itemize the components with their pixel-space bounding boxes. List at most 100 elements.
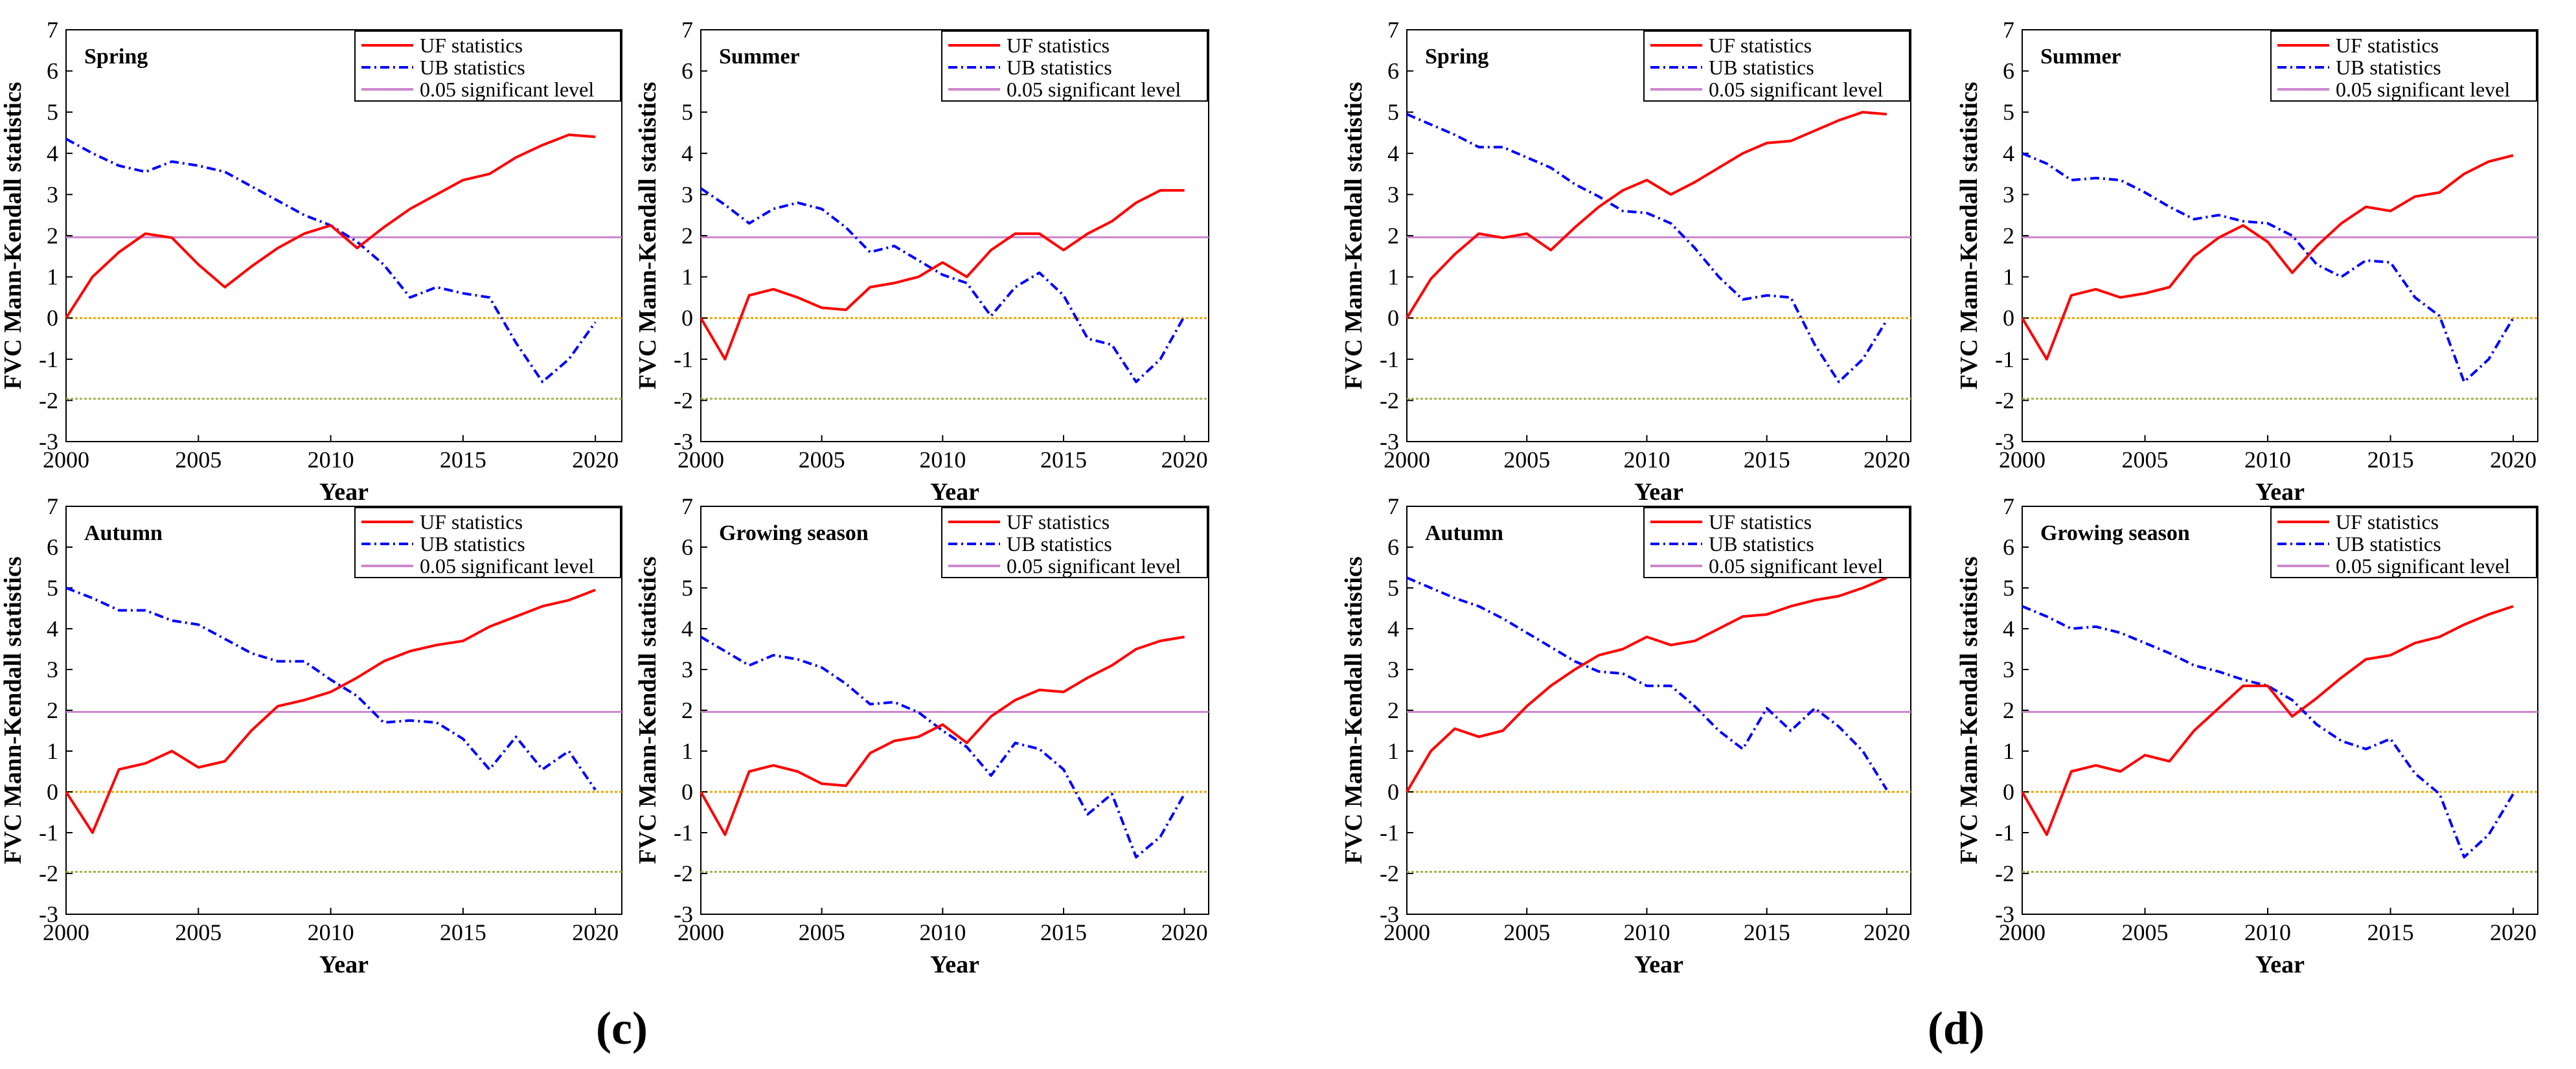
y-tick-label: -1	[39, 346, 58, 372]
x-axis-title: Year	[930, 951, 979, 978]
legend-sig-label: 0.05 significant level	[1007, 78, 1181, 101]
y-tick-label: 5	[47, 99, 58, 125]
group-label-d: (d)	[1928, 1002, 1985, 1054]
legend-sig-label: 0.05 significant level	[420, 554, 594, 578]
x-tick-label: 2000	[43, 919, 89, 945]
legend-sig-label: 0.05 significant level	[1007, 554, 1181, 578]
season-label: Spring	[84, 45, 148, 69]
y-tick-label: 2	[1387, 697, 1399, 723]
y-tick-label: 5	[2003, 99, 2014, 125]
y-tick-label: -1	[1995, 820, 2014, 846]
x-tick-label: 2015	[2367, 447, 2414, 473]
legend-sig-label: 0.05 significant level	[420, 78, 594, 101]
y-tick-label: 6	[2003, 58, 2014, 84]
y-tick-label: 2	[1387, 223, 1399, 249]
y-tick-label: 1	[681, 264, 693, 290]
x-tick-label: 2015	[1040, 447, 1087, 473]
y-tick-label: 4	[47, 141, 58, 166]
x-tick-label: 2010	[2244, 447, 2291, 473]
chart-panel-c-growing-season: -3 -2 -1 0 1 2 3 4 5 6 7 2000 2005 2010 2015 2020 Year FV…	[634, 493, 1209, 978]
season-label: Summer	[2040, 45, 2121, 69]
x-tick-label: 2010	[1623, 919, 1670, 945]
y-tick-label: 1	[1387, 738, 1399, 764]
legend-ub-label: UB statistics	[1007, 532, 1112, 556]
y-axis-title: FVC Mann-Kendall statistics	[634, 557, 661, 864]
season-label: Spring	[1425, 45, 1488, 69]
x-tick-label: 2020	[1161, 919, 1208, 945]
ub-statistics-line	[1406, 576, 1888, 791]
x-tick-label: 2005	[1503, 919, 1550, 945]
chart-panel-d-growing-season: -3 -2 -1 0 1 2 3 4 5 6 7 2000 2005 2010 2015 2020 Year FV…	[1955, 493, 2538, 978]
y-axis-title: FVC Mann-Kendall statistics	[1340, 557, 1367, 864]
y-tick-label: 2	[681, 223, 693, 249]
legend-ub-label: UB statistics	[1709, 56, 1814, 79]
y-tick-label: 1	[1387, 264, 1399, 290]
chart-panel-c-summer: -3 -2 -1 0 1 2 3 4 5 6 7 2000 2005 2010 2015 2020 Year FV…	[634, 17, 1209, 506]
y-axis-title: FVC Mann-Kendall statistics	[0, 557, 27, 864]
y-tick-label: -2	[1380, 861, 1399, 886]
legend-ub-label: UB statistics	[2336, 532, 2441, 556]
y-tick-label: 7	[2003, 17, 2014, 43]
y-tick-label: 7	[681, 17, 693, 43]
x-tick-label: 2000	[43, 447, 89, 473]
y-tick-label: 3	[681, 657, 693, 682]
y-tick-label: -3	[674, 901, 693, 927]
x-axis-title: Year	[930, 478, 979, 506]
y-tick-label: 6	[47, 58, 58, 84]
legend-uf-label: UF statistics	[2336, 34, 2439, 57]
x-tick-label: 2020	[2490, 919, 2536, 945]
ub-statistics-line	[65, 587, 597, 791]
x-tick-label: 2005	[2122, 447, 2169, 473]
y-tick-label: -2	[674, 387, 693, 413]
x-tick-label: 2020	[1161, 447, 1208, 473]
x-tick-label: 2020	[1864, 919, 1910, 945]
legend-ub-label: UB statistics	[2336, 56, 2441, 79]
y-axis-title: FVC Mann-Kendall statistics	[0, 82, 27, 390]
y-tick-label: -3	[674, 429, 693, 455]
legend-uf-label: UF statistics	[1709, 34, 1812, 57]
x-axis-title: Year	[1634, 478, 1683, 506]
y-axis-title: FVC Mann-Kendall statistics	[1955, 557, 1983, 864]
uf-statistics-line	[2021, 154, 2514, 361]
y-tick-label: 3	[681, 181, 693, 207]
chart-panel-c-spring: -3 -2 -1 0 1 2 3 4 5 6 7 2000 2005 2010 2015 2020 Year FV…	[0, 17, 622, 506]
legend-sig-label: 0.05 significant level	[1709, 78, 1883, 101]
x-tick-label: 2000	[1999, 919, 2046, 945]
chart-panel-d-autumn: -3 -2 -1 0 1 2 3 4 5 6 7 2000 2005 2010 2015 2020 Year FV…	[1340, 493, 1911, 978]
x-tick-label: 2010	[308, 447, 354, 473]
x-tick-label: 2005	[1503, 447, 1550, 473]
y-tick-label: 6	[1387, 58, 1399, 84]
legend-uf-label: UF statistics	[420, 34, 523, 57]
chart-panel-d-summer: -3 -2 -1 0 1 2 3 4 5 6 7 2000 2005 2010 2015 2020 Year FV…	[1955, 17, 2538, 506]
y-tick-label: 3	[1387, 181, 1399, 207]
legend-uf-label: UF statistics	[1007, 34, 1110, 57]
x-tick-label: 2000	[1384, 919, 1430, 945]
y-tick-label: 0	[2003, 779, 2014, 805]
x-axis-title: Year	[1634, 951, 1683, 978]
y-tick-label: 3	[2003, 657, 2014, 682]
legend-uf-label: UF statistics	[420, 510, 523, 534]
y-tick-label: 1	[47, 264, 58, 290]
y-tick-label: 4	[681, 141, 693, 166]
y-tick-label: 0	[2003, 305, 2014, 331]
y-tick-label: -3	[39, 901, 58, 927]
y-tick-label: 4	[47, 616, 58, 642]
y-tick-label: 0	[1387, 305, 1399, 331]
y-tick-label: 1	[2003, 264, 2014, 290]
season-label: Autumn	[1425, 521, 1503, 545]
y-tick-label: -3	[1380, 429, 1399, 455]
y-tick-label: 6	[47, 534, 58, 560]
y-tick-label: 4	[1387, 616, 1399, 642]
x-axis-title: Year	[319, 951, 369, 978]
y-tick-label: 0	[681, 305, 693, 331]
x-tick-label: 2005	[175, 447, 222, 473]
y-tick-label: 7	[47, 493, 58, 519]
y-tick-label: 3	[47, 657, 58, 682]
y-tick-label: 7	[681, 493, 693, 519]
y-tick-label: 1	[47, 738, 58, 764]
